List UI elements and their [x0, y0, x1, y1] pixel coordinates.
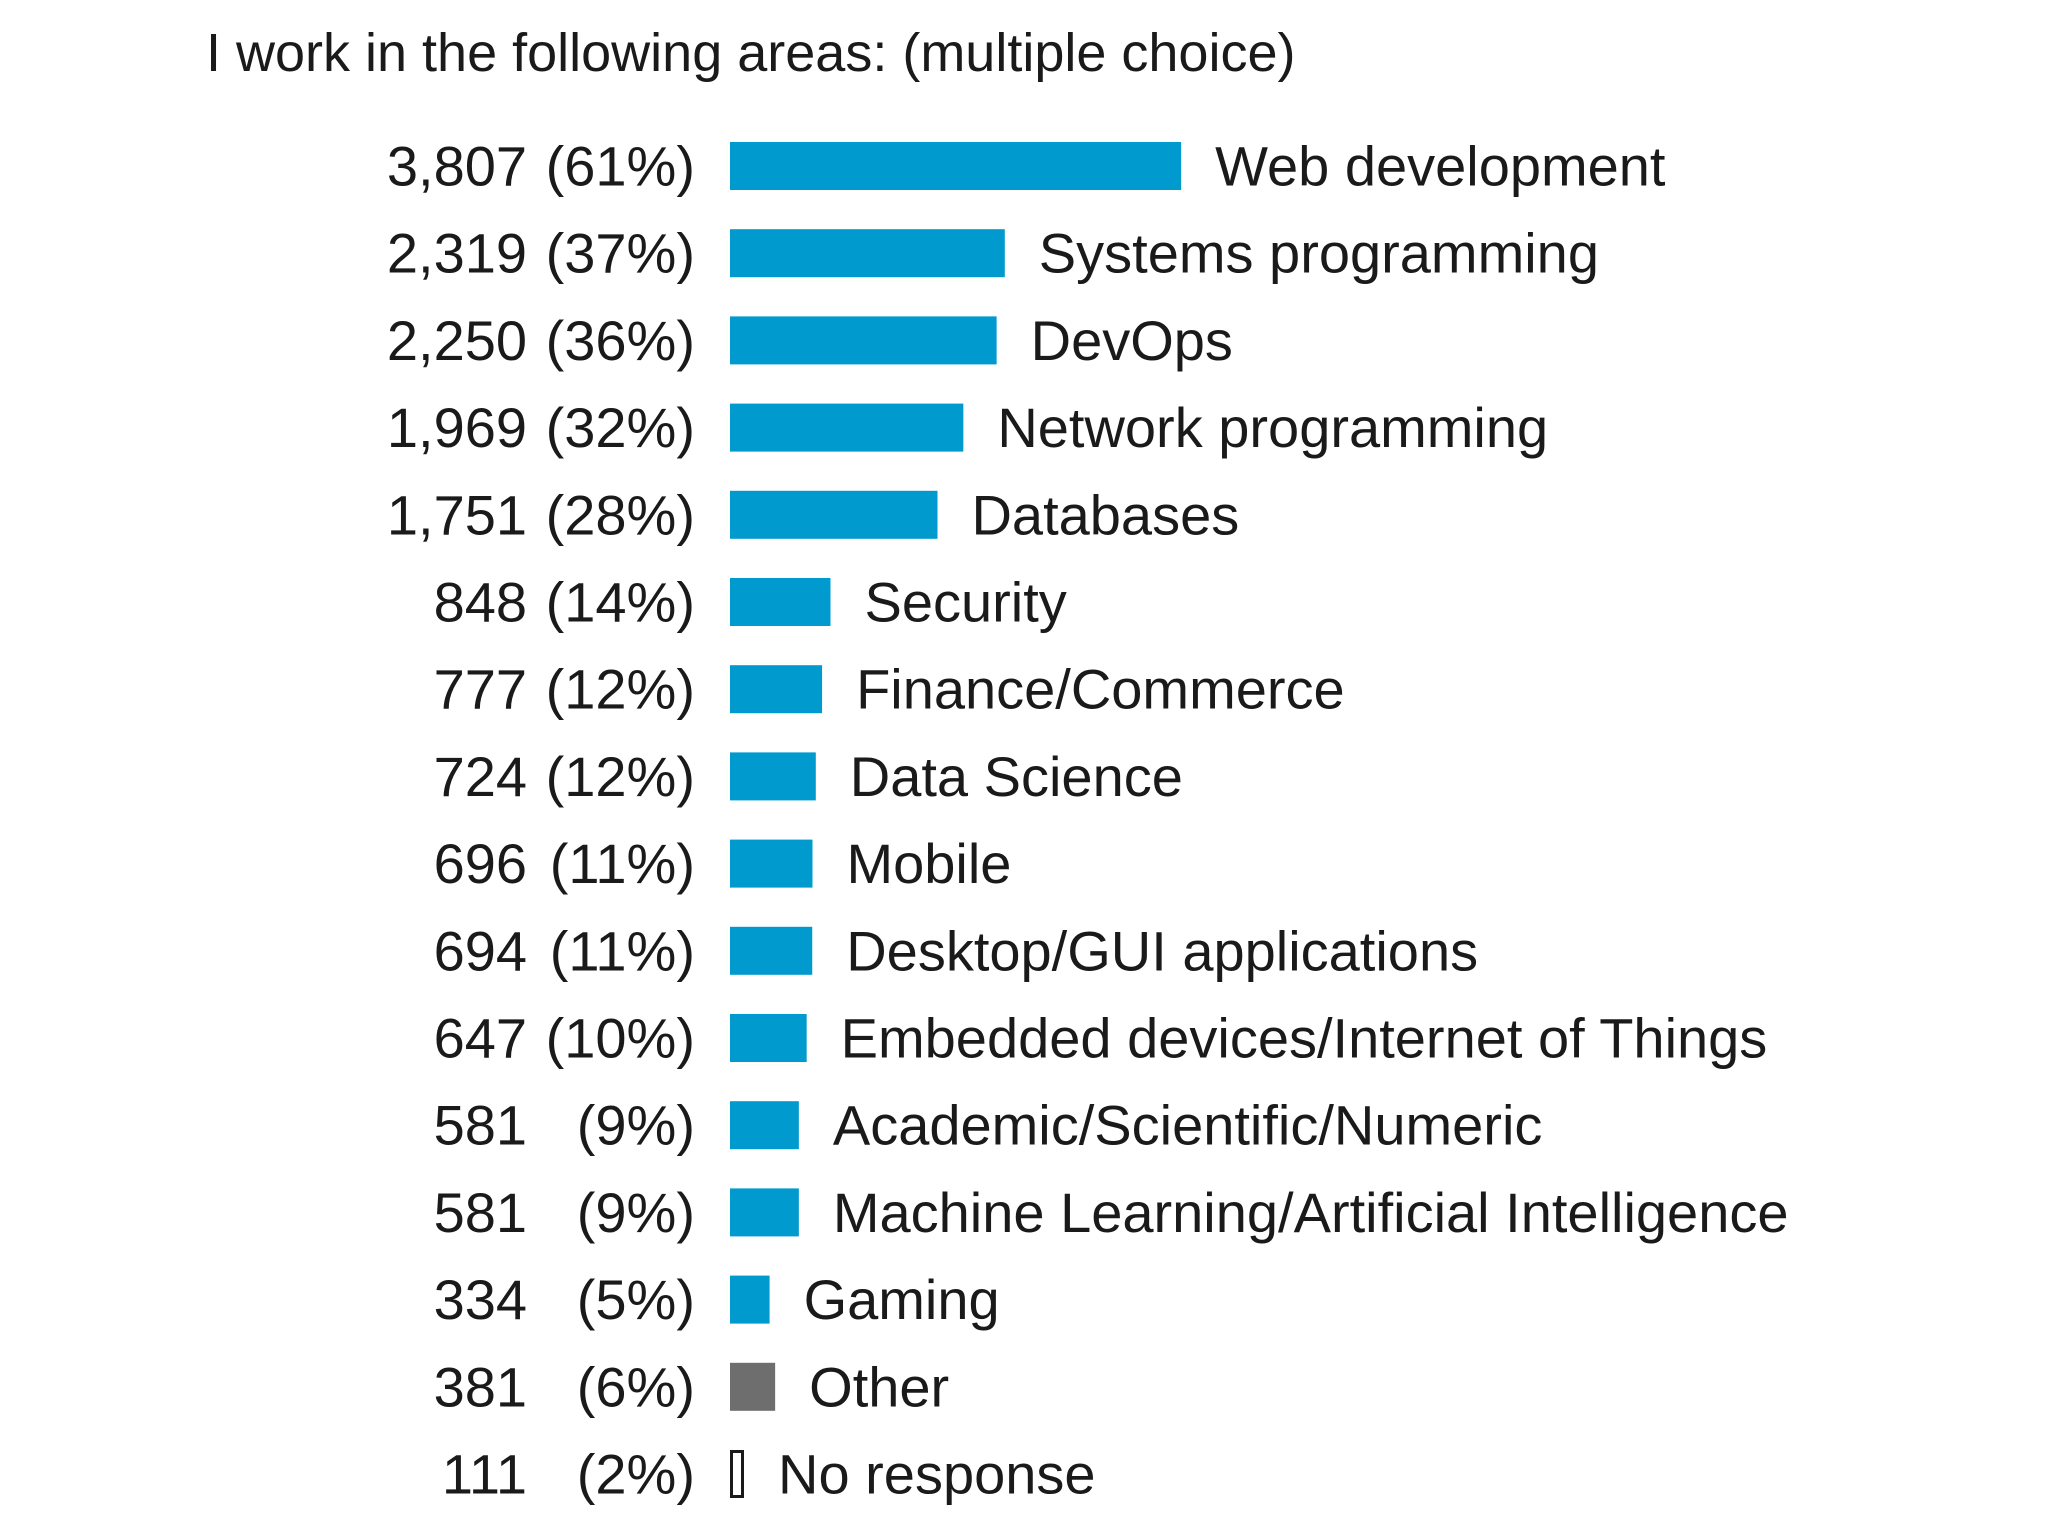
bar-percent-label: (36%)	[546, 309, 695, 372]
bar	[730, 490, 938, 539]
bar-category-label: Gaming	[804, 1268, 1000, 1331]
bar-count-label: 724	[434, 745, 527, 808]
bar-percent-label: (32%)	[546, 396, 695, 459]
bar	[730, 839, 813, 888]
bar-percent-label: (6%)	[577, 1355, 695, 1418]
bar-percent-label: (9%)	[577, 1181, 695, 1244]
bar-count-label: 581	[434, 1181, 527, 1244]
bar-percent-label: (10%)	[546, 1007, 695, 1070]
bar-percent-label: (9%)	[577, 1094, 695, 1157]
bar-percent-label: (11%)	[550, 832, 695, 895]
bar	[730, 1362, 776, 1411]
bar-category-label: Desktop/GUI applications	[846, 919, 1478, 982]
bar-count-label: 111	[442, 1443, 527, 1506]
bar-count-label: 1,969	[387, 396, 527, 459]
bar	[730, 578, 831, 626]
bar-category-label: Other	[809, 1355, 949, 1418]
bar	[730, 229, 1005, 278]
bar	[730, 142, 1182, 190]
bar-category-label: Finance/Commerce	[856, 658, 1345, 721]
bar-category-label: Network programming	[997, 396, 1548, 459]
bar-category-label: Embedded devices/Internet of Things	[841, 1007, 1768, 1070]
bar	[730, 1101, 799, 1150]
bar	[730, 316, 997, 365]
bar	[730, 1188, 799, 1237]
bar-category-label: Databases	[971, 483, 1239, 546]
bar-percent-label: (12%)	[546, 745, 695, 808]
bar-percent-label: (37%)	[546, 222, 695, 285]
bar-category-label: DevOps	[1031, 309, 1233, 372]
bar-count-label: 2,319	[387, 222, 527, 285]
bar-count-label: 777	[434, 658, 527, 721]
bar-count-label: 334	[434, 1268, 527, 1331]
bar-count-label: 2,250	[387, 309, 527, 372]
bar-count-label: 848	[434, 571, 527, 634]
bar-percent-label: (11%)	[550, 919, 695, 982]
bar-category-label: Mobile	[846, 832, 1011, 895]
bar-count-label: 647	[434, 1007, 527, 1070]
bar-count-label: 3,807	[387, 135, 527, 198]
bar-category-label: Systems programming	[1039, 222, 1599, 285]
bar-percent-label: (2%)	[577, 1443, 695, 1506]
bar-category-label: Data Science	[850, 745, 1183, 808]
bar-percent-label: (5%)	[577, 1268, 695, 1331]
bar-category-label: Web development	[1215, 135, 1666, 198]
chart-title: I work in the following areas: (multiple…	[206, 23, 1296, 83]
bar-percent-label: (12%)	[546, 658, 695, 721]
bar	[730, 1014, 807, 1062]
bar	[730, 752, 816, 801]
bar-count-label: 1,751	[387, 483, 527, 546]
bar-count-label: 581	[434, 1094, 527, 1157]
bar-count-label: 381	[434, 1355, 527, 1418]
bar	[730, 665, 823, 714]
bar-percent-label: (28%)	[546, 483, 695, 546]
bar-percent-label: (61%)	[546, 135, 695, 198]
bar	[730, 403, 964, 452]
bar	[730, 1275, 770, 1324]
bar-percent-label: (14%)	[546, 571, 695, 634]
bar-category-label: Machine Learning/Artificial Intelligence	[833, 1181, 1789, 1244]
bar-count-label: 696	[434, 832, 527, 895]
bar	[730, 1450, 744, 1498]
bar-count-label: 694	[434, 919, 527, 982]
bar	[730, 926, 813, 975]
bar-category-label: No response	[778, 1443, 1096, 1506]
bar-category-label: Security	[864, 571, 1066, 634]
bar-category-label: Academic/Scientific/Numeric	[833, 1094, 1543, 1157]
